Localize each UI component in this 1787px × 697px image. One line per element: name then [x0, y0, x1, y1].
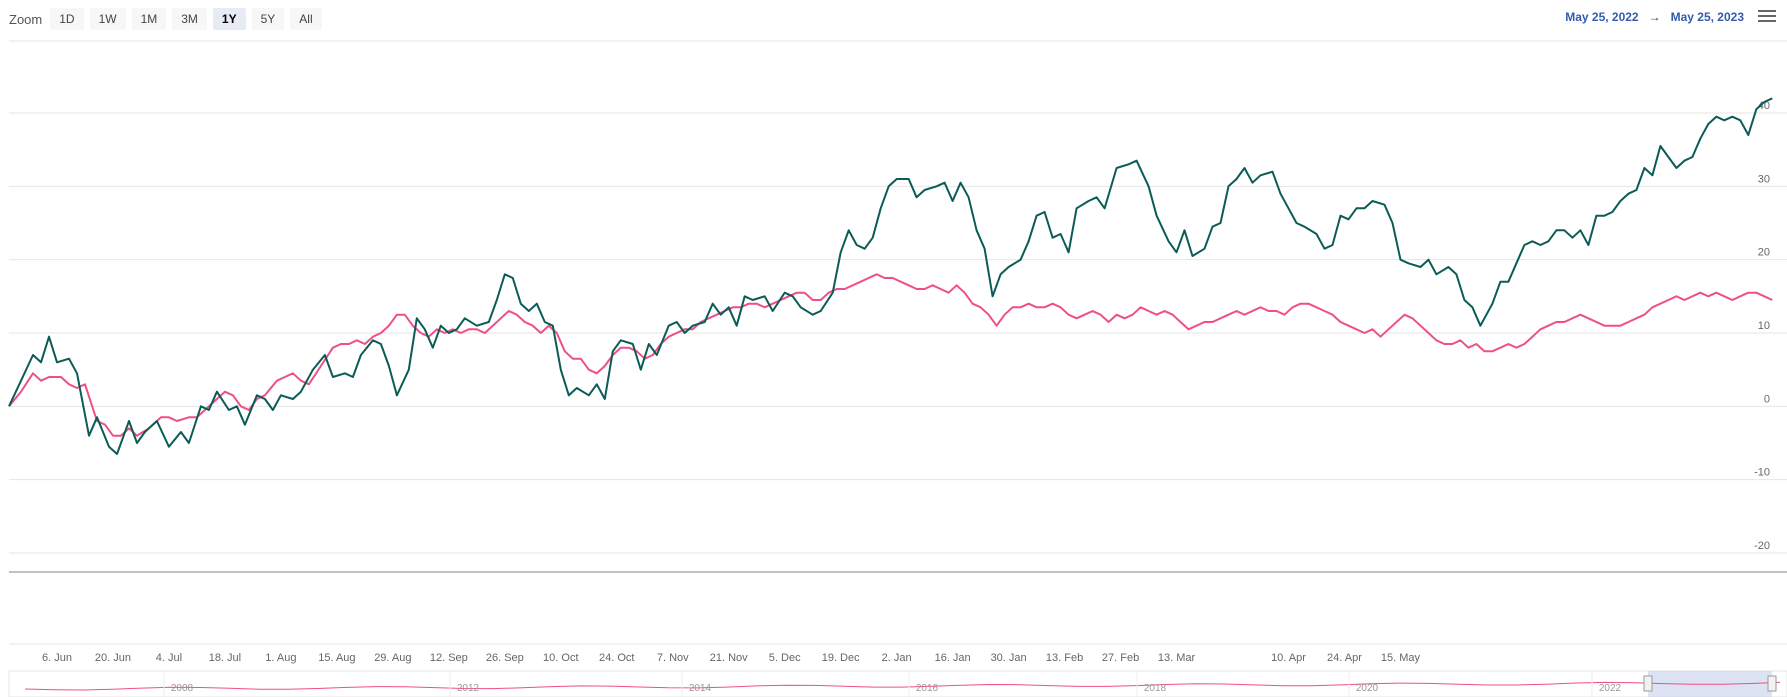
x-tick-label: 24. Oct: [599, 652, 634, 664]
x-tick-label: 27. Feb: [1102, 652, 1139, 664]
y-tick-label: 20: [1758, 247, 1770, 259]
range-arrow-icon: →: [1648, 10, 1661, 24]
x-tick-label: 10. Oct: [543, 652, 578, 664]
chart-series: [8, 97, 1773, 455]
y-tick-label: 40: [1758, 100, 1770, 112]
navigator-tick-label: 2020: [1356, 683, 1379, 694]
x-tick-label: 1. Aug: [265, 652, 296, 664]
navigator-handle[interactable]: [1643, 675, 1653, 692]
x-tick-label: 15. Aug: [318, 652, 355, 664]
navigator: 2008 2012 2014 2016 2018 2020 2022: [8, 670, 1787, 697]
navigator-tick-label: 2016: [916, 683, 939, 694]
x-tick-label: 20. Jun: [95, 652, 131, 664]
x-axis-ticks: 6. Jun 20. Jun 4. Jul 18. Jul 1. Aug 15. Aug 2…: [42, 652, 1421, 664]
zoom-label: Zoom: [9, 11, 43, 27]
x-tick-label: 2. Jan: [882, 652, 912, 664]
x-tick-label: 12. Sep: [430, 652, 468, 664]
x-tick-label: 4. Jul: [156, 652, 182, 664]
navigator-tick-label: 2014: [689, 683, 712, 694]
zoom-1m-button[interactable]: 1M: [131, 8, 167, 30]
x-tick-label: 10. Apr: [1271, 652, 1306, 664]
x-tick-label: 19. Dec: [822, 652, 860, 664]
x-tick-label: 5. Dec: [769, 652, 801, 664]
range-from-date[interactable]: May 25, 2022: [1565, 10, 1639, 24]
x-tick-label: 15. May: [1381, 652, 1421, 664]
zoom-1d-button[interactable]: 1D: [50, 8, 84, 30]
x-tick-label: 30. Jan: [991, 652, 1027, 664]
x-tick-label: 29. Aug: [374, 652, 411, 664]
zoom-5y-button[interactable]: 5Y: [251, 8, 285, 30]
x-tick-label: 24. Apr: [1327, 652, 1362, 664]
navigator-tick-label: 2012: [457, 683, 480, 694]
zoom-1y-button[interactable]: 1Y: [212, 8, 246, 30]
series-line-1: [8, 97, 1773, 455]
y-tick-label: 10: [1758, 320, 1770, 332]
zoom-all-button[interactable]: All: [290, 8, 322, 30]
range-to-date[interactable]: May 25, 2023: [1670, 10, 1744, 24]
y-axis-ticks: -20 -10 0 10 20 30 40: [1754, 100, 1770, 552]
x-tick-label: 7. Nov: [657, 652, 689, 664]
x-tick-label: 16. Jan: [935, 652, 971, 664]
x-tick-label: 6. Jun: [42, 652, 72, 664]
series-line-2: [8, 273, 1773, 437]
zoom-1w-button[interactable]: 1W: [89, 8, 126, 30]
navigator-tick-label: 2008: [171, 683, 194, 694]
zoom-toolbar: Zoom 1D 1W 1M 3M 1Y 5Y All: [9, 8, 328, 30]
date-range: May 25, 2022 → May 25, 2023: [1565, 10, 1744, 24]
x-tick-label: 26. Sep: [486, 652, 524, 664]
navigator-tick-label: 2018: [1144, 683, 1167, 694]
y-tick-label: 30: [1758, 173, 1770, 185]
chart-menu-icon[interactable]: [1758, 10, 1776, 24]
y-tick-label: 0: [1764, 393, 1770, 405]
navigator-series-line: [24, 681, 1781, 691]
y-tick-label: -10: [1754, 467, 1770, 479]
navigator-background: [8, 670, 1787, 697]
x-tick-label: 13. Feb: [1046, 652, 1083, 664]
grid-lines: [9, 40, 1787, 554]
zoom-3m-button[interactable]: 3M: [172, 8, 207, 30]
x-tick-label: 21. Nov: [710, 652, 748, 664]
x-tick-label: 13. Mar: [1158, 652, 1196, 664]
y-tick-label: -20: [1754, 540, 1770, 552]
navigator-tick-label: 2022: [1599, 683, 1622, 694]
navigator-handle[interactable]: [1767, 675, 1777, 692]
x-tick-label: 18. Jul: [209, 652, 241, 664]
